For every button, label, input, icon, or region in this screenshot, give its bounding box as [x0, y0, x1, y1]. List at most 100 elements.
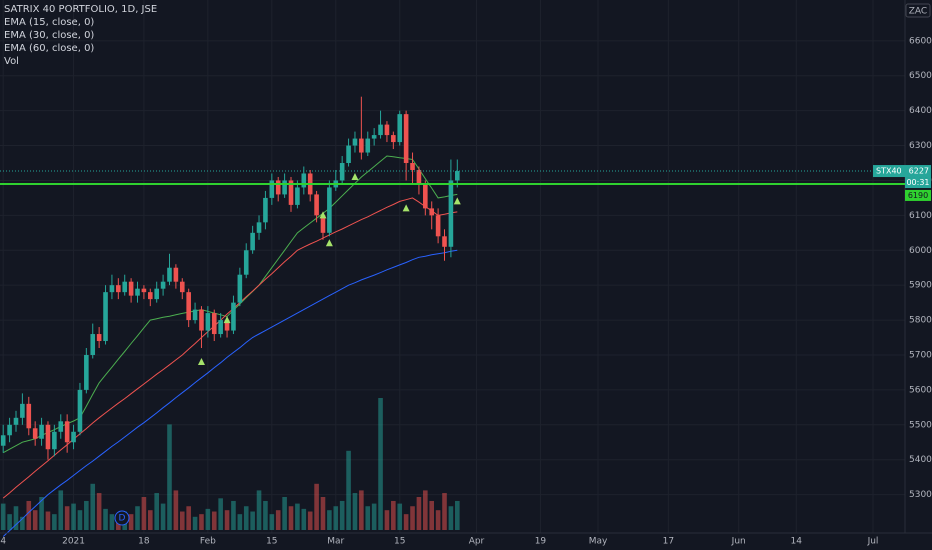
candle-body [448, 180, 454, 247]
x-tick-label: 14 [791, 537, 803, 547]
volume-bar [256, 490, 262, 530]
y-tick-label: 6400 [909, 106, 932, 116]
y-tick-label: 6600 [909, 36, 932, 46]
symbol-tag: STX40 [876, 167, 902, 176]
x-tick-label: 4 [0, 537, 6, 547]
unit-box [905, 3, 931, 18]
candle-body [39, 424, 44, 439]
volume-bar [454, 500, 460, 530]
candle-body [435, 215, 441, 237]
candle-body [58, 421, 64, 432]
candle-body [250, 232, 255, 251]
y-tick-label: 5500 [909, 420, 932, 430]
candle-body [371, 135, 377, 139]
candle-body [135, 288, 140, 296]
candle-body [454, 171, 460, 181]
candle-body [141, 288, 147, 293]
signal-layer [197, 172, 461, 365]
y-tick-label: 5800 [909, 316, 932, 326]
candle-body [64, 421, 70, 443]
volume-bar [295, 503, 300, 530]
volume-bar [397, 503, 403, 530]
candle-body [288, 180, 294, 205]
candle-body [186, 292, 191, 321]
candle-body [192, 309, 198, 321]
candle-body [20, 403, 25, 418]
volume-bar [224, 510, 230, 530]
volume-bar [128, 514, 134, 530]
x-tick-label: 18 [138, 537, 150, 547]
candle-body [365, 138, 371, 153]
candle-body [416, 169, 422, 184]
volume-bar [160, 503, 166, 530]
candle-body [391, 135, 396, 143]
candle-body [327, 187, 332, 233]
x-tick-label: Jul [867, 537, 879, 547]
candle-body [96, 334, 102, 342]
volume-bar [192, 516, 198, 530]
y-tick-label: 5900 [909, 281, 932, 291]
volume-bar [64, 506, 70, 530]
candle-body [301, 173, 307, 188]
volume-bar [77, 510, 83, 530]
candle-body [116, 285, 121, 293]
volume-bar [211, 511, 217, 530]
candle-body [179, 281, 185, 293]
volume-bar [103, 508, 108, 530]
volume-bar [32, 510, 38, 530]
volume-bar [269, 514, 275, 530]
candle-body [237, 274, 243, 303]
volume-bar [371, 503, 377, 530]
volume-bar [135, 506, 140, 530]
volume-bar [352, 493, 358, 530]
volume-bar [96, 493, 102, 530]
candle-body [282, 180, 287, 195]
volume-bar [218, 498, 223, 530]
x-tick-label: May [589, 537, 608, 547]
unit-label: ZAC [909, 7, 927, 17]
volume-bar [416, 497, 422, 530]
y-tick-label: 5300 [909, 490, 932, 500]
y-tick-label: 5700 [909, 350, 932, 360]
candle-body [103, 292, 108, 342]
signal-marker [197, 357, 205, 365]
volume-layer [0, 398, 460, 530]
volume-bar [26, 500, 32, 530]
event-marker[interactable] [114, 510, 130, 526]
volume-bar [263, 500, 268, 530]
volume-bar [84, 500, 89, 530]
candle-body [442, 236, 447, 247]
volume-bar [109, 514, 115, 530]
legend-entry: EMA (30, close, 0) [4, 30, 94, 41]
volume-bar [365, 506, 371, 530]
candle-body [410, 163, 415, 170]
candle-body [71, 431, 76, 443]
event-marker-label[interactable]: D [119, 514, 126, 524]
y-tick-label: 6000 [909, 246, 932, 256]
candle-body [148, 292, 153, 300]
volume-bar [448, 506, 454, 530]
volume-bar [333, 506, 339, 530]
candle-body [160, 281, 166, 289]
candle-body [109, 285, 115, 293]
volume-bar [275, 510, 281, 530]
x-tick-label: Mar [327, 537, 344, 547]
candle-layer [0, 96, 460, 460]
volume-bar [52, 514, 57, 530]
candle-body [90, 334, 96, 355]
legend-entry: EMA (60, close, 0) [4, 43, 94, 54]
volume-bar [231, 500, 236, 530]
candle-body [339, 163, 345, 181]
volume-bar [13, 506, 19, 530]
candle-body [384, 124, 390, 136]
volume-bar [243, 506, 249, 530]
candle-body [256, 222, 262, 233]
x-tick-label: 19 [535, 537, 547, 547]
candle-body [263, 197, 268, 223]
candle-body [403, 114, 409, 164]
candle-body [218, 320, 223, 335]
hline-label: 6190 [908, 191, 928, 200]
candle-body [224, 320, 230, 331]
volume-bar [199, 514, 204, 530]
